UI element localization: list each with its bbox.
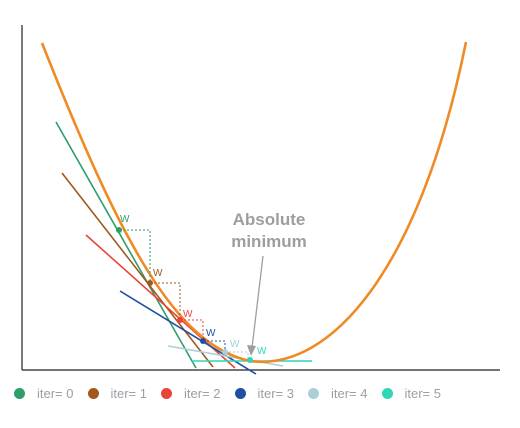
tangent-iter-1 <box>61 172 214 368</box>
legend-item-iter-0: iter= 0 <box>14 386 74 401</box>
w-label-iter-4: W <box>230 339 240 350</box>
point-iter-4 <box>222 349 228 355</box>
step-guide-3 <box>203 340 226 352</box>
legend-label: iter= 1 <box>110 386 148 401</box>
w-label-iter-1: W <box>153 268 163 279</box>
step-guide-2 <box>180 319 204 341</box>
legend-item-iter-5: iter= 5 <box>381 386 442 401</box>
legend-label: iter= 4 <box>331 386 368 401</box>
gradient-descent-diagram: W W W W W W Absolute minimum <box>21 25 500 375</box>
w-label-iter-2: W <box>183 309 193 320</box>
annotation-arrow-shaft <box>251 255 264 349</box>
point-iter-5 <box>247 357 253 363</box>
legend-dot-icon <box>87 388 99 399</box>
annotation-arrow-head <box>247 345 256 356</box>
legend-dot-icon <box>161 388 172 399</box>
annotation-line-2: minimum <box>231 232 307 251</box>
legend: iter= 0 iter= 1 iter= 2 iter= 3 iter= 4 … <box>14 386 455 401</box>
point-iter-0 <box>116 227 122 233</box>
step-guide-1 <box>150 282 181 320</box>
legend-label: iter= 2 <box>184 386 221 401</box>
legend-label: iter= 3 <box>257 386 295 401</box>
legend-dot-icon <box>308 388 319 399</box>
point-iter-2 <box>177 317 183 323</box>
annotation-line-1: Absolute <box>233 210 306 229</box>
step-guide-0 <box>119 229 151 283</box>
legend-item-iter-2: iter= 2 <box>161 386 221 401</box>
w-label-iter-3: W <box>206 328 216 339</box>
legend-label: iter= 0 <box>37 386 74 401</box>
loss-curve <box>40 41 468 364</box>
legend-label: iter= 5 <box>404 386 442 401</box>
legend-item-iter-1: iter= 1 <box>87 386 148 401</box>
point-iter-1 <box>147 280 153 286</box>
legend-dot-icon <box>381 388 393 399</box>
legend-item-iter-3: iter= 3 <box>234 386 295 401</box>
point-iter-3 <box>200 338 206 344</box>
legend-dot-icon <box>14 388 25 399</box>
w-label-iter-5: W <box>257 346 267 357</box>
w-label-iter-0: W <box>120 214 130 225</box>
legend-dot-icon <box>234 388 246 399</box>
tangent-iter-0 <box>55 121 197 369</box>
legend-item-iter-4: iter= 4 <box>308 386 368 401</box>
tangent-iter-3 <box>119 290 257 375</box>
